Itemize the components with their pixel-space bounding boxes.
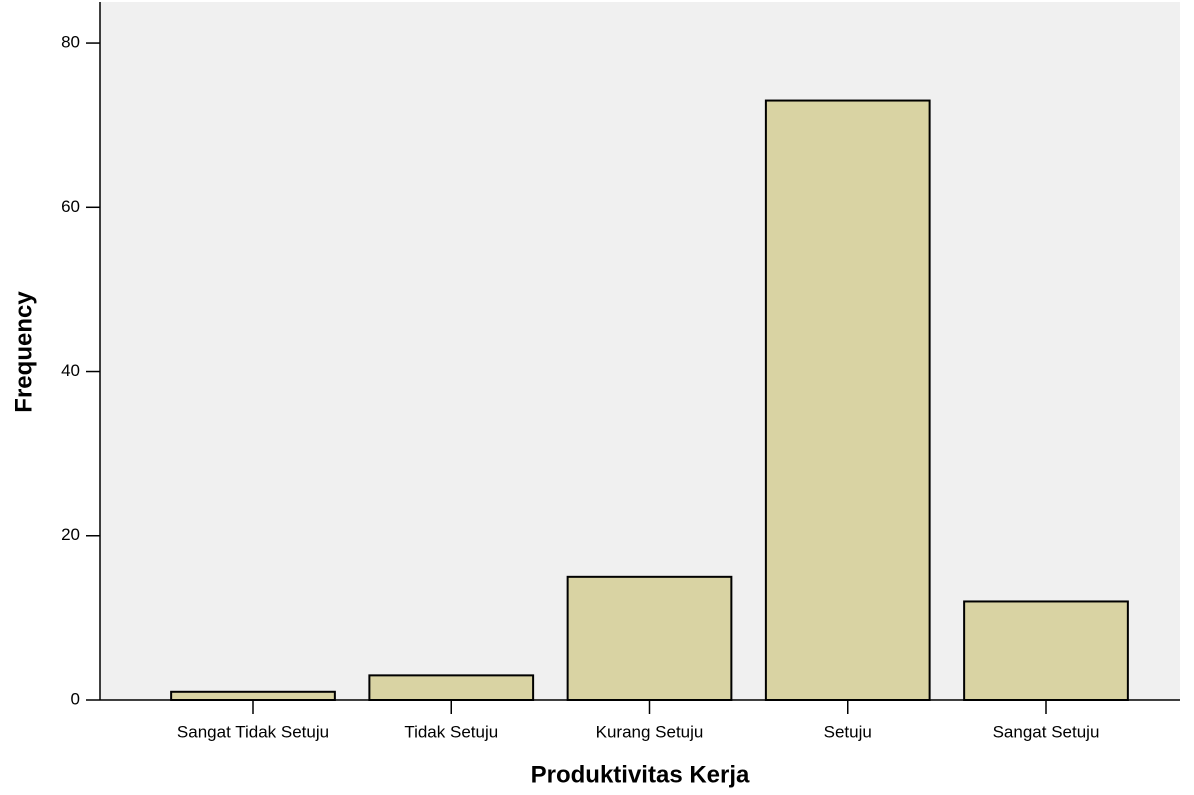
x-tick-label: Tidak Setuju (404, 722, 498, 741)
y-tick-label: 80 (61, 33, 80, 52)
y-tick-label: 0 (71, 689, 80, 708)
y-tick-label: 40 (61, 361, 80, 380)
bar (764, 99, 931, 701)
x-tick-label: Kurang Setuju (596, 722, 704, 741)
y-axis-title: Frequency (10, 291, 37, 413)
x-tick-label: Setuju (824, 722, 872, 741)
bar (566, 575, 733, 702)
x-tick-label: Sangat Tidak Setuju (177, 722, 329, 741)
bar (368, 674, 535, 701)
y-tick-label: 60 (61, 197, 80, 216)
x-axis-title: Produktivitas Kerja (531, 761, 750, 788)
bar (170, 690, 336, 701)
x-tick-label: Sangat Setuju (993, 722, 1100, 741)
y-tick-label: 20 (61, 525, 80, 544)
bar (963, 600, 1129, 701)
